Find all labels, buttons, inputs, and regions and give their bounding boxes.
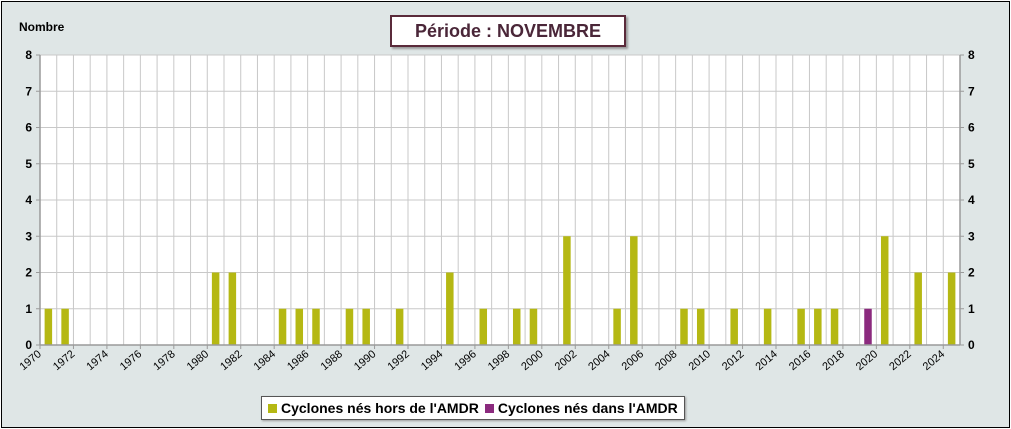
bar-outside-amdr-1970 (44, 308, 53, 345)
y-tick-label-left: 8 (25, 48, 32, 62)
bar-outside-amdr-1989 (362, 308, 370, 345)
y-tick-label-right: 2 (968, 266, 975, 280)
x-tick-label: 2014 (753, 348, 779, 373)
y-tick-label-left: 3 (25, 229, 32, 243)
bar-outside-amdr-1980 (211, 272, 220, 345)
x-tick-label: 1980 (185, 348, 211, 373)
bar-outside-amdr-2001 (563, 236, 571, 345)
x-tick-label: 1974 (84, 348, 110, 373)
legend: Cyclones nés hors de l'AMDR Cyclones nés… (261, 396, 685, 420)
y-tick-label-right: 3 (968, 229, 975, 243)
bar-inside-amdr-2019 (864, 308, 872, 345)
x-tick-label: 1998 (486, 348, 512, 373)
x-tick-label: 2008 (653, 348, 679, 373)
legend-label-outside-amdr: Cyclones nés hors de l'AMDR (281, 400, 479, 416)
y-tick-label-right: 1 (968, 302, 975, 316)
bar-outside-amdr-2017 (830, 308, 839, 345)
x-tick-label: 2002 (553, 348, 579, 373)
bar-outside-amdr-1981 (228, 272, 237, 345)
bar-outside-amdr-1994 (446, 272, 454, 345)
x-tick-label: 1972 (51, 348, 77, 373)
x-tick-label: 1970 (17, 348, 43, 373)
bar-outside-amdr-1996 (479, 308, 488, 345)
x-tick-label: 1986 (285, 348, 311, 373)
x-tick-label: 1984 (252, 348, 278, 373)
x-tick-label: 2004 (586, 348, 612, 373)
x-tick-label: 2018 (820, 348, 846, 373)
bar-outside-amdr-2004 (613, 308, 621, 345)
y-tick-label-left: 2 (25, 266, 32, 280)
x-tick-label: 2024 (921, 348, 947, 373)
y-tick-label-right: 5 (968, 157, 975, 171)
x-tick-label: 2020 (854, 348, 880, 373)
x-tick-label: 2022 (887, 348, 913, 373)
y-tick-label-left: 7 (25, 84, 32, 98)
bar-outside-amdr-2022 (914, 272, 922, 345)
legend-item-outside-amdr: Cyclones nés hors de l'AMDR (268, 400, 479, 416)
legend-swatch-inside-amdr (484, 403, 494, 413)
legend-swatch-outside-amdr (268, 403, 277, 413)
x-tick-label: 1994 (419, 348, 445, 373)
y-tick-label-left: 1 (25, 302, 32, 316)
y-tick-label-right: 7 (968, 84, 975, 98)
bar-outside-amdr-2008 (680, 308, 688, 345)
x-tick-label: 2012 (720, 348, 746, 373)
bar-outside-amdr-1985 (295, 308, 304, 345)
legend-label-inside-amdr: Cyclones nés dans l'AMDR (497, 400, 678, 416)
x-tick-label: 1978 (151, 348, 177, 373)
y-tick-label-right: 6 (968, 121, 975, 135)
y-tick-label-right: 8 (968, 48, 975, 62)
y-tick-label-left: 5 (25, 157, 32, 171)
x-tick-label: 1988 (319, 348, 345, 373)
bar-outside-amdr-1988 (345, 308, 354, 345)
y-tick-label-left: 0 (25, 338, 32, 352)
y-tick-label-left: 4 (25, 193, 32, 207)
bar-outside-amdr-2011 (730, 308, 738, 345)
x-tick-label: 2006 (620, 348, 646, 373)
y-axis-label: Nombre (19, 20, 65, 34)
x-tick-label: 1992 (385, 348, 411, 373)
x-tick-label: 2000 (519, 348, 545, 373)
bar-outside-amdr-2024 (947, 272, 956, 345)
bar-outside-amdr-1998 (512, 308, 521, 345)
x-tick-label: 1982 (218, 348, 244, 373)
chart-title: Période : NOVEMBRE (390, 15, 626, 47)
bar-outside-amdr-1999 (529, 308, 538, 345)
bar-outside-amdr-1986 (312, 308, 320, 345)
bar-outside-amdr-2005 (630, 236, 638, 345)
bar-outside-amdr-2020 (880, 236, 889, 345)
y-tick-label-right: 4 (968, 193, 975, 207)
x-tick-label: 1996 (452, 348, 478, 373)
bar-outside-amdr-1971 (61, 308, 69, 345)
x-tick-label: 1990 (352, 348, 378, 373)
legend-item-inside-amdr: Cyclones nés dans l'AMDR (484, 400, 678, 416)
bar-outside-amdr-2016 (814, 308, 822, 345)
bar-outside-amdr-2015 (797, 308, 805, 345)
bar-outside-amdr-2013 (763, 308, 772, 345)
y-tick-label-right: 0 (968, 338, 975, 352)
y-tick-label-left: 6 (25, 121, 32, 135)
bar-outside-amdr-2009 (696, 308, 705, 345)
bar-outside-amdr-1991 (395, 308, 404, 345)
x-tick-label: 2010 (687, 348, 713, 373)
bar-outside-amdr-1984 (278, 308, 287, 345)
x-tick-label: 1976 (118, 348, 144, 373)
x-tick-label: 2016 (787, 348, 813, 373)
